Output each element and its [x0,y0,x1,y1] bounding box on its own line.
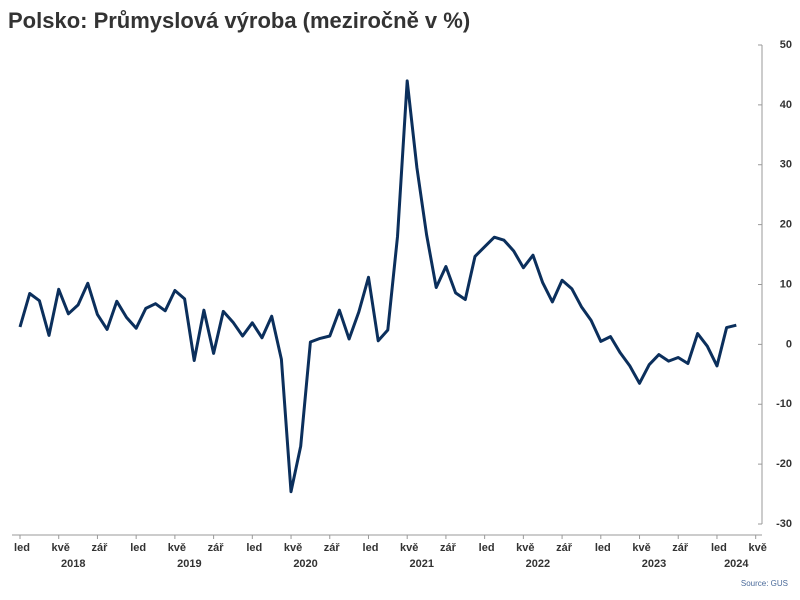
year-label: 2022 [526,558,550,570]
x-tick-label: kvě [284,542,302,554]
source: Source: GUS [741,579,788,588]
x-tick-label: led [479,542,495,554]
x-tick-label: led [130,542,146,554]
x-tick-label: zář [672,542,689,554]
x-tick-label: zář [208,542,225,554]
y-tick-label: 30 [780,159,792,171]
y-tick-label: 0 [786,338,792,350]
y-tick-label: -30 [776,518,792,530]
x-tick-label: kvě [400,542,418,554]
y-tick-label: 10 [780,278,792,290]
data-line [18,79,737,494]
chart-title: Polsko: Průmyslová výroba (meziročně v %… [8,8,470,33]
x-tick-label: zář [440,542,457,554]
year-label: 2021 [409,558,433,570]
y-tick-label: -20 [776,458,792,470]
y-tick-label: 40 [780,99,792,111]
x-tick-label: led [14,542,30,554]
x-tick-label: led [363,542,379,554]
x-tick-label: kvě [749,542,767,554]
year-label: 2019 [177,558,201,570]
y-tick-label: 50 [780,39,792,51]
x-tick-label: kvě [632,542,650,554]
year-label: 2024 [724,558,749,570]
x-tick-label: zář [91,542,108,554]
y-tick-label: 20 [780,219,792,231]
x-tick-label: kvě [168,542,186,554]
x-tick-label: zář [324,542,341,554]
year-label: 2023 [642,558,666,570]
x-tick-label: led [711,542,727,554]
x-tick-label: led [246,542,262,554]
year-label: 2018 [61,558,85,570]
x-tick-label: zář [556,542,573,554]
y-tick-label: -10 [776,398,792,410]
x-tick-label: kvě [516,542,534,554]
x-tick-label: led [595,542,611,554]
x-tick-label: kvě [52,542,70,554]
year-label: 2020 [293,558,317,570]
